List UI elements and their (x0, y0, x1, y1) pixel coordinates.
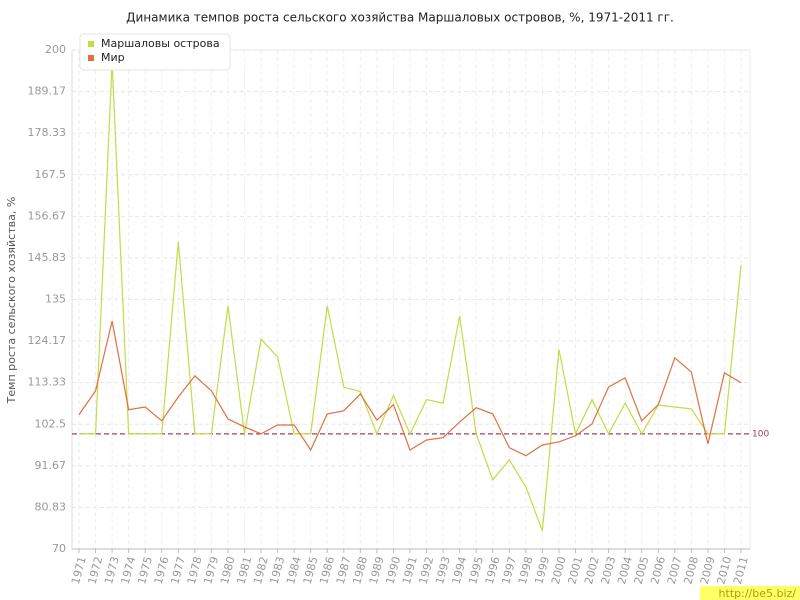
legend-label: Маршаловы острова (101, 37, 220, 50)
y-tick-label: 70 (52, 542, 66, 555)
watermark: http://be5.biz/ (719, 587, 797, 600)
y-tick-label: 178.33 (28, 126, 67, 139)
y-tick-label: 145.83 (28, 251, 67, 264)
legend-swatch (88, 41, 94, 47)
watermark-bg (700, 586, 800, 600)
y-tick-label: 135 (45, 293, 66, 306)
y-tick-label: 167.5 (35, 168, 67, 181)
y-tick-label: 102.5 (35, 417, 67, 430)
chart-title: Динамика темпов роста сельского хозяйств… (126, 11, 674, 25)
y-tick-label: 91.67 (35, 459, 67, 472)
y-tick-label: 189.17 (28, 85, 67, 98)
series-line (78, 320, 742, 457)
reference-label: 100 (752, 429, 769, 439)
series-line (79, 61, 742, 532)
legend-swatch (88, 55, 94, 61)
y-tick-label: 156.67 (28, 209, 67, 222)
y-axis-label: Темп роста сельского хозяйства, % (5, 197, 18, 405)
legend-label: Мир (101, 51, 125, 64)
y-tick-label: 124.17 (28, 334, 67, 347)
y-tick-label: 80.83 (35, 500, 67, 513)
y-tick-label: 113.33 (28, 376, 67, 389)
legend-box (79, 33, 231, 71)
y-tick-label: 200 (45, 43, 66, 56)
